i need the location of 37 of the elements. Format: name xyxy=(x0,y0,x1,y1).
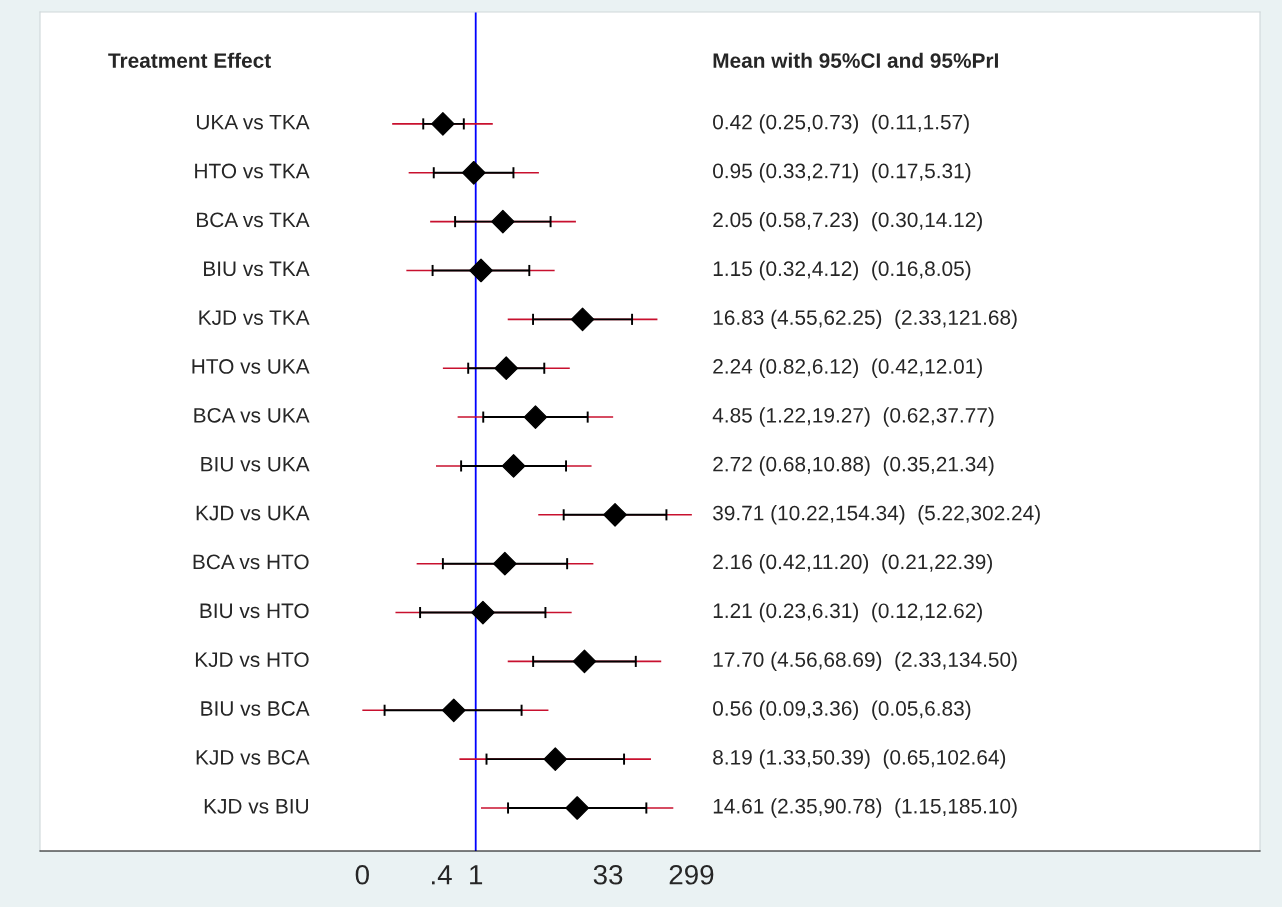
y-tick-label: BIU vs UKA xyxy=(201,457,310,472)
y-tick-label: HTO vs TKA xyxy=(195,163,310,179)
text: Mean with 95%CI and 95%PrI xyxy=(713,52,998,68)
x-tick-label: .4 xyxy=(431,865,452,885)
y-tick-label: KJD vs TKA xyxy=(199,310,310,325)
annotation: 4.85 (1.22,19.27) (0.62,37.77) xyxy=(712,407,994,427)
annotation: 0.56 (0.09,3.36) (0.05,6.83) xyxy=(713,700,971,720)
annotation: 14.61 (2.35,90.78) (1.15,185.10) xyxy=(713,798,1017,818)
y-tick-label: KJD vs UKA xyxy=(196,505,310,521)
annotation: 2.16 (0.42,11.20) (0.21,22.39) xyxy=(713,553,992,574)
y-tick-label: UKA vs TKA xyxy=(196,114,310,130)
x-tick-label: 0 xyxy=(355,864,369,885)
y-tick-label: KJD vs BCA xyxy=(196,749,310,765)
annotation: 2.72 (0.68,10.88) (0.35,21.34) xyxy=(713,456,994,476)
x-tick-label: 1 xyxy=(470,865,483,885)
annotation: 8.19 (1.33,50.39) (0.65,102.64) xyxy=(713,749,1006,769)
y-tick-label: BCA vs TKA xyxy=(197,212,310,228)
annotation: 2.05 (0.58,7.23) (0.30,14.12) xyxy=(713,211,982,232)
annotation: 0.42 (0.25,0.73) (0.11,1.57) xyxy=(713,114,969,134)
y-tick-label: BIU vs TKA xyxy=(204,261,310,277)
y-tick-label: HTO vs UKA xyxy=(192,359,310,374)
y-tick-label: KJD vs HTO xyxy=(195,652,309,667)
y-tick-label: BCA vs UKA xyxy=(194,407,310,423)
annotation: 0.95 (0.33,2.71) (0.17,5.31) xyxy=(713,163,971,183)
y-tick-label: BCA vs HTO xyxy=(193,554,309,570)
annotation: 1.21 (0.23,6.31) (0.12,12.62) xyxy=(713,602,982,623)
annotation: 2.24 (0.82,6.12) (0.42,12.01) xyxy=(713,358,982,378)
y-tick-label: BIU vs BCA xyxy=(201,701,310,716)
x-tick-label: 33 xyxy=(593,864,623,885)
annotation: 17.70 (4.56,68.69) (2.33,134.50) xyxy=(713,651,1017,672)
annotation: 16.83 (4.55,62.25) (2.33,121.68) xyxy=(713,309,1017,330)
y-tick-label: BIU vs HTO xyxy=(200,603,309,619)
text: Treatment Effect xyxy=(108,52,271,68)
x-tick-label: 299 xyxy=(669,864,714,885)
annotation: 39.71 (10.22,154.34) (5.22,302.24) xyxy=(713,505,1040,525)
y-tick-label: KJD vs BIU xyxy=(204,799,309,814)
annotation: 1.15 (0.32,4.12) (0.16,8.05) xyxy=(713,260,971,281)
